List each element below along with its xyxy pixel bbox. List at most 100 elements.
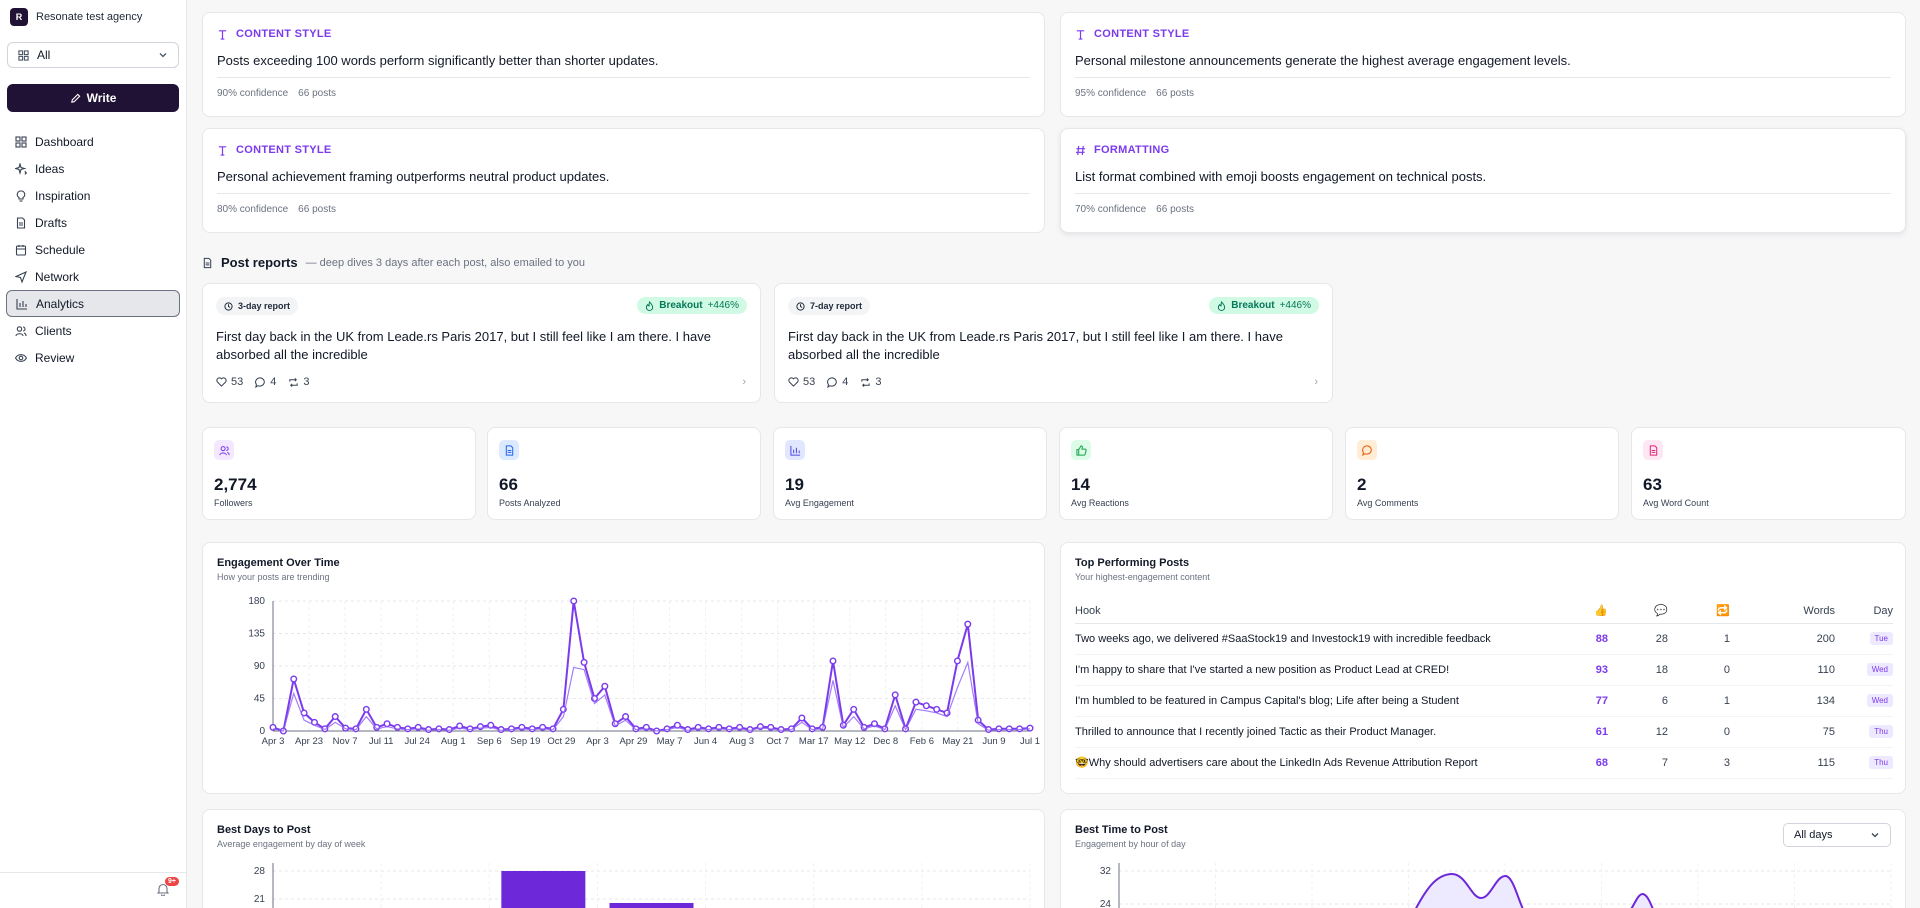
main-content: CONTENT STYLE Posts exceeding 100 words … (188, 0, 1920, 908)
table-header-row: Hook 👍 💬 🔁 Words Day (1075, 599, 1893, 624)
x-tick-label: Apr 29 (619, 736, 647, 747)
sidebar-item-schedule[interactable]: Schedule (6, 236, 180, 263)
cell-words: 134 (1730, 685, 1835, 717)
data-point (922, 702, 930, 710)
comment-icon (827, 376, 838, 388)
stat-card-reactions: 14 Avg Reactions (1059, 427, 1333, 520)
day-filter-value: All days (1794, 829, 1833, 841)
post-report-card[interactable]: 3-day report Breakout +446% First day ba… (202, 283, 761, 403)
data-point (601, 682, 609, 690)
comments-stat: 4 (827, 376, 848, 388)
y-tick-label: 21 (254, 894, 266, 905)
brand[interactable]: R Resonate test agency (0, 0, 186, 34)
write-button[interactable]: Write (7, 84, 179, 112)
reposts-stat: 3 (288, 376, 310, 388)
cell-comments: 18 (1608, 654, 1668, 686)
table-row[interactable]: 🤓Why should advertisers care about the L… (1075, 747, 1893, 779)
column-header-likes[interactable]: 👍 (1578, 599, 1608, 624)
insight-category-label: FORMATTING (1094, 144, 1170, 156)
workspace-filter-select[interactable]: All (7, 42, 179, 68)
report-stats: 53 4 3 (788, 376, 882, 388)
y-tick-label: 24 (1100, 899, 1112, 908)
column-header-comments[interactable]: 💬 (1608, 599, 1668, 624)
insight-card[interactable]: CONTENT STYLE Posts exceeding 100 words … (202, 12, 1045, 117)
best-time-area-chart[interactable]: 24 32 (1061, 858, 1905, 908)
data-point (435, 725, 443, 733)
users-icon (214, 440, 234, 460)
table-row[interactable]: I'm humbled to be featured in Campus Cap… (1075, 685, 1893, 717)
day-filter-dropdown[interactable]: All days (1783, 823, 1891, 847)
insight-confidence: 90% confidence (217, 88, 289, 99)
brand-logo: R (10, 8, 28, 26)
notifications-button[interactable]: 9+ (156, 877, 179, 899)
engagement-line-chart[interactable]: 0 45 90 135 180 Apr 3 Apr 23 Nov 7 Jul 11 Jul 24 A… (203, 591, 1044, 791)
bar (609, 903, 694, 908)
column-header-reposts[interactable]: 🔁 (1668, 599, 1730, 624)
report-stats: 53 4 3 (216, 376, 310, 388)
cell-hook: 🤓Why should advertisers care about the L… (1075, 747, 1578, 779)
post-report-card[interactable]: 7-day report Breakout +446% First day ba… (774, 283, 1333, 403)
sidebar-item-label: Clients (35, 323, 72, 338)
sidebar-item-dashboard[interactable]: Dashboard (6, 128, 180, 155)
pencil-icon (70, 93, 80, 103)
table-row[interactable]: Thrilled to announce that I recently joi… (1075, 716, 1893, 748)
sidebar-item-analytics[interactable]: Analytics (6, 290, 180, 317)
y-tick-label: 90 (254, 661, 266, 672)
data-point (570, 597, 578, 605)
cell-words: 200 (1730, 623, 1835, 655)
column-header-hook[interactable]: Hook (1075, 599, 1578, 624)
sidebar-item-clients[interactable]: Clients (6, 317, 180, 344)
table-row[interactable]: Two weeks ago, we delivered #SaaStock19 … (1075, 623, 1893, 655)
x-tick-label: Aug 1 (441, 736, 466, 747)
sidebar-item-review[interactable]: Review (6, 344, 180, 371)
insight-card[interactable]: FORMATTING List format combined with emo… (1060, 128, 1906, 233)
insight-card[interactable]: CONTENT STYLE Personal milestone announc… (1060, 12, 1906, 117)
type-icon (218, 145, 227, 156)
insight-card[interactable]: CONTENT STYLE Personal achievement frami… (202, 128, 1045, 233)
grid-icon (15, 135, 27, 148)
data-point (798, 714, 806, 722)
table-row[interactable]: I'm happy to share that I've started a n… (1075, 654, 1893, 686)
insight-meta: 95% confidence 66 posts (1075, 77, 1891, 99)
insight-text: Personal milestone announcements generat… (1075, 53, 1571, 68)
cell-likes: 93 (1578, 654, 1608, 686)
report-text: First day back in the UK from Leade.rs P… (788, 329, 1283, 362)
sidebar-item-inspiration[interactable]: Inspiration (6, 182, 180, 209)
data-point (705, 725, 713, 733)
y-tick-label: 180 (248, 596, 265, 607)
x-tick-label: Apr 3 (262, 736, 285, 747)
sidebar-item-ideas[interactable]: Ideas (6, 155, 180, 182)
sidebar: R Resonate test agency All Write Dashboa… (0, 0, 187, 908)
column-header-words[interactable]: Words (1730, 599, 1835, 624)
data-point (953, 657, 961, 665)
sidebar-item-drafts[interactable]: Drafts (6, 209, 180, 236)
cell-day: Thu (1835, 716, 1893, 748)
data-point (912, 698, 920, 706)
cell-hook: I'm humbled to be featured in Campus Cap… (1075, 685, 1578, 717)
eye-icon (15, 353, 27, 362)
breakout-label: Breakout (1231, 300, 1275, 311)
sidebar-item-network[interactable]: Network (6, 263, 180, 290)
panel-subtitle: How your posts are trending (217, 572, 330, 582)
insight-category-label: CONTENT STYLE (1094, 28, 1190, 40)
stat-card-comments: 2 Avg Comments (1345, 427, 1619, 520)
bar-chart-icon (16, 298, 27, 310)
likes-stat: 53 (216, 376, 243, 388)
insight-posts: 66 posts (298, 204, 336, 215)
cell-likes: 77 (1578, 685, 1608, 717)
best-days-bar-chart[interactable]: 21 28 (203, 858, 1044, 908)
insight-meta: 80% confidence 66 posts (217, 193, 1030, 215)
series-line (272, 660, 1031, 732)
reposts-count: 3 (303, 376, 310, 388)
column-header-day[interactable]: Day (1835, 599, 1893, 624)
brand-name: Resonate test agency (36, 11, 143, 23)
flame-icon (1218, 300, 1226, 311)
data-point (870, 720, 878, 728)
x-tick-label: Jul 24 (405, 736, 430, 747)
likes-stat: 53 (788, 376, 815, 388)
day-badge: Wed (1866, 663, 1893, 676)
insight-confidence: 70% confidence (1075, 204, 1147, 215)
panel-subtitle: Your highest-engagement content (1075, 572, 1210, 582)
cell-reposts: 0 (1668, 654, 1730, 686)
cell-comments: 7 (1608, 747, 1668, 779)
